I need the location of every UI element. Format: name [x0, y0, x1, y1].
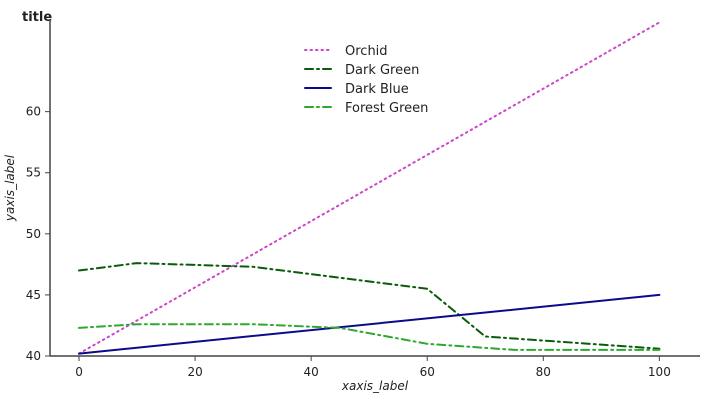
legend-label: Orchid	[345, 44, 388, 59]
legend-label: Dark Green	[345, 63, 419, 78]
x-axis-ticks: 0 20 40 60 80 100	[75, 356, 671, 379]
series-line-forest-green	[78, 323, 661, 351]
x-tick-label: 60	[420, 365, 435, 379]
x-tick-label: 100	[648, 365, 671, 379]
series-layer	[78, 21, 661, 355]
x-tick-label: 0	[75, 365, 83, 379]
y-tick-label: 40	[26, 349, 41, 363]
y-tick-label: 60	[26, 105, 41, 119]
x-tick-label: 40	[304, 365, 319, 379]
series-line-dark-blue	[78, 293, 661, 355]
legend-label: Dark Blue	[345, 82, 409, 97]
y-tick-label: 45	[26, 288, 41, 302]
x-axis-title: xaxis_label	[341, 379, 409, 393]
y-tick-label: 50	[26, 227, 41, 241]
y-tick-label: 55	[26, 166, 41, 180]
y-axis-title: yaxis_label	[3, 154, 17, 222]
plot-area	[49, 20, 700, 357]
x-tick-label: 20	[187, 365, 202, 379]
legend-label: Forest Green	[345, 101, 428, 116]
y-axis-ticks: 40 45 50 55 60	[26, 105, 50, 363]
chart-title: title	[22, 10, 52, 25]
series-line-dark-green	[78, 262, 661, 350]
x-tick-label: 80	[536, 365, 551, 379]
series-line-orchid	[78, 21, 661, 355]
legend: Orchid Dark Green Dark Blue Forest Green	[304, 44, 428, 116]
